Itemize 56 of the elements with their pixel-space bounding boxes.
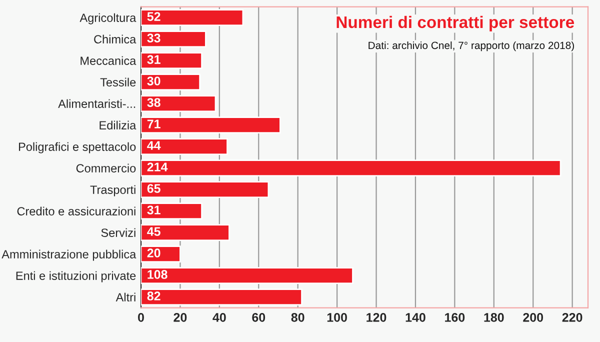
bar (141, 95, 216, 112)
x-tick-label: 0 (138, 312, 144, 322)
data-label: 38 (147, 98, 160, 107)
x-tick-label: 220 (562, 312, 582, 322)
text: Numeri di contratti per settore (336, 16, 574, 32)
y-tick-label: Chimica (94, 34, 136, 44)
data-label: 33 (147, 34, 160, 42)
x-tick-label: 80 (291, 312, 304, 322)
bar (141, 116, 281, 134)
y-tick-label: Alimentaristi-... (58, 99, 136, 108)
x-tick-label: 140 (406, 312, 426, 322)
x-tick-label: 60 (252, 312, 266, 322)
bar (141, 224, 230, 241)
y-tick-label: Meccanica (80, 56, 136, 65)
bar (141, 30, 206, 48)
x-tick-label: 200 (523, 312, 544, 322)
bar (141, 202, 202, 220)
data-label: 45 (147, 227, 160, 236)
y-tick-label: Enti e istituzioni private (16, 271, 136, 282)
text: Dati: archivio Cnel, 7° rapporto (marzo 2018) (368, 41, 574, 52)
bar (141, 52, 202, 70)
x-tick-label: 100 (327, 312, 347, 322)
data-label: 31 (147, 55, 160, 64)
y-tick-label: Altri (116, 292, 136, 302)
data-label: 71 (147, 120, 160, 128)
bar (141, 288, 302, 306)
x-tick-label: 160 (445, 312, 465, 322)
y-tick-label: Agricoltura (80, 13, 136, 24)
data-label: 31 (147, 206, 160, 214)
bar (141, 181, 270, 198)
bar (141, 246, 181, 262)
bar (141, 74, 201, 91)
data-label: 44 (147, 141, 161, 150)
x-tick-label: 120 (366, 312, 386, 322)
y-tick-label: Trasporti (90, 185, 136, 196)
data-label: 20 (147, 248, 160, 258)
x-tick-label: 40 (212, 312, 226, 322)
x-tick-label: 180 (484, 312, 504, 322)
data-label: 214 (147, 162, 168, 172)
bar (141, 9, 244, 26)
data-label: 30 (147, 76, 160, 86)
y-tick-label: Amministrazione pubblica (2, 250, 136, 261)
y-tick-label: Edilizia (100, 120, 136, 130)
y-tick-label: Tessile (100, 78, 136, 86)
y-tick-label: Commercio (76, 164, 136, 172)
y-tick-label: Credito e assicurazioni (17, 206, 136, 216)
y-tick-label: Servizi (101, 228, 136, 237)
data-label: 108 (148, 270, 168, 279)
bar (141, 160, 562, 177)
bar (141, 267, 354, 284)
data-label: 82 (147, 292, 160, 300)
data-label: 52 (147, 12, 160, 21)
x-tick-label: 20 (174, 312, 187, 322)
data-label: 65 (147, 184, 160, 193)
y-tick-label: Poligrafici e spettacolo (18, 142, 136, 154)
bar (141, 138, 228, 156)
